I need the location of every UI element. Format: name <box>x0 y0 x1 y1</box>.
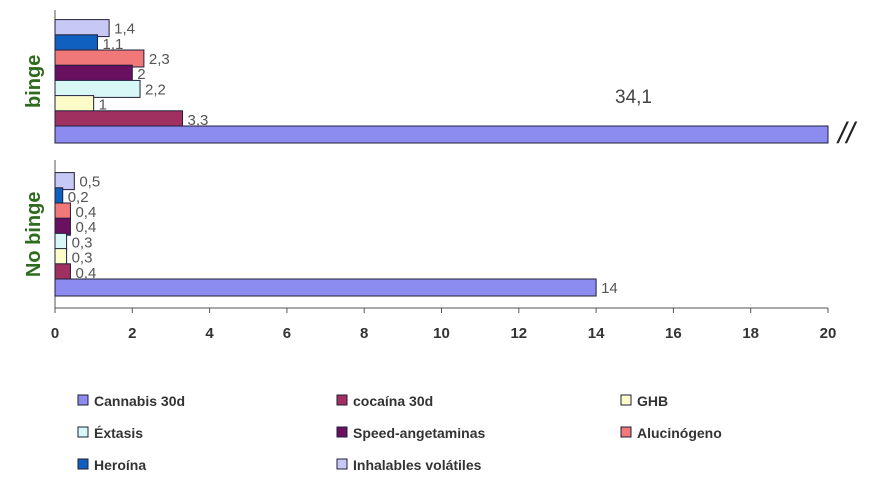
bar <box>54 95 95 114</box>
x-tick-label: 20 <box>820 325 837 342</box>
x-tick-label: 8 <box>360 325 368 342</box>
data-label: 2,3 <box>149 51 170 68</box>
group-label: No binge <box>23 192 45 278</box>
bar <box>54 49 145 68</box>
data-label: 3,3 <box>188 112 209 129</box>
data-label: 0,4 <box>75 265 96 282</box>
data-label: 2,2 <box>145 81 166 98</box>
data-label: 1,1 <box>103 36 124 53</box>
data-label: 0,3 <box>72 234 93 251</box>
legend-swatch <box>336 394 348 406</box>
legend-swatch <box>77 426 89 438</box>
bar <box>54 263 71 282</box>
bar <box>54 232 68 251</box>
x-tick-label: 12 <box>510 325 527 342</box>
bar <box>54 248 68 267</box>
x-tick-label: 2 <box>128 325 136 342</box>
legend-swatch <box>336 458 348 470</box>
bars <box>54 19 829 297</box>
data-label: 34,1 <box>615 87 652 108</box>
legend-label: Heroína <box>94 457 146 473</box>
legend-label: Alucinógeno <box>637 425 722 441</box>
data-label: 0,4 <box>75 204 96 221</box>
bar <box>54 217 71 236</box>
legend-label: Speed-angetaminas <box>353 425 485 441</box>
bar <box>54 64 133 83</box>
legend-label: Inhalables volátiles <box>353 457 482 473</box>
x-tick-label: 14 <box>588 325 605 342</box>
data-label: 1 <box>99 97 107 114</box>
bar <box>54 278 597 297</box>
data-label: 0,3 <box>72 250 93 267</box>
data-label: 0,5 <box>79 174 100 191</box>
data-label: 14 <box>601 280 618 297</box>
data-labels: 1,41,12,322,213,334,1binge0,50,20,40,40,… <box>23 21 652 297</box>
x-tick-label: 10 <box>433 325 450 342</box>
bar <box>54 34 99 53</box>
legend-swatch <box>77 458 89 470</box>
bar <box>54 172 75 191</box>
legend-label: cocaína 30d <box>353 393 433 409</box>
legend-swatch <box>336 426 348 438</box>
x-tick-label: 6 <box>283 325 291 342</box>
data-label: 0,4 <box>75 219 96 236</box>
group-label: binge <box>23 55 45 108</box>
legend-swatch <box>620 426 632 438</box>
x-tick-label: 18 <box>742 325 759 342</box>
bar <box>54 187 64 206</box>
bar <box>54 19 110 38</box>
legend-label: GHB <box>637 393 668 409</box>
axis-break-symbol: // <box>836 117 857 150</box>
data-label: 1,4 <box>114 21 135 38</box>
legend-label: Cannabis 30d <box>94 393 185 409</box>
x-axis: 0 2 4 6 8 10 12 14 16 18 20 <box>51 10 837 342</box>
x-tick-label: 16 <box>665 325 682 342</box>
x-tick-label: 0 <box>51 325 59 342</box>
data-label: 0,2 <box>68 189 89 206</box>
data-label: 2 <box>137 66 145 83</box>
x-tick-label: 4 <box>205 325 214 342</box>
bar <box>54 110 184 129</box>
legend: Cannabis 30d cocaína 30d GHB Éxtasis Speed-a… <box>77 393 722 473</box>
legend-label: Éxtasis <box>94 425 143 441</box>
legend-swatch <box>620 394 632 406</box>
bar <box>54 125 829 144</box>
bar <box>54 79 141 98</box>
legend-swatch <box>77 394 89 406</box>
